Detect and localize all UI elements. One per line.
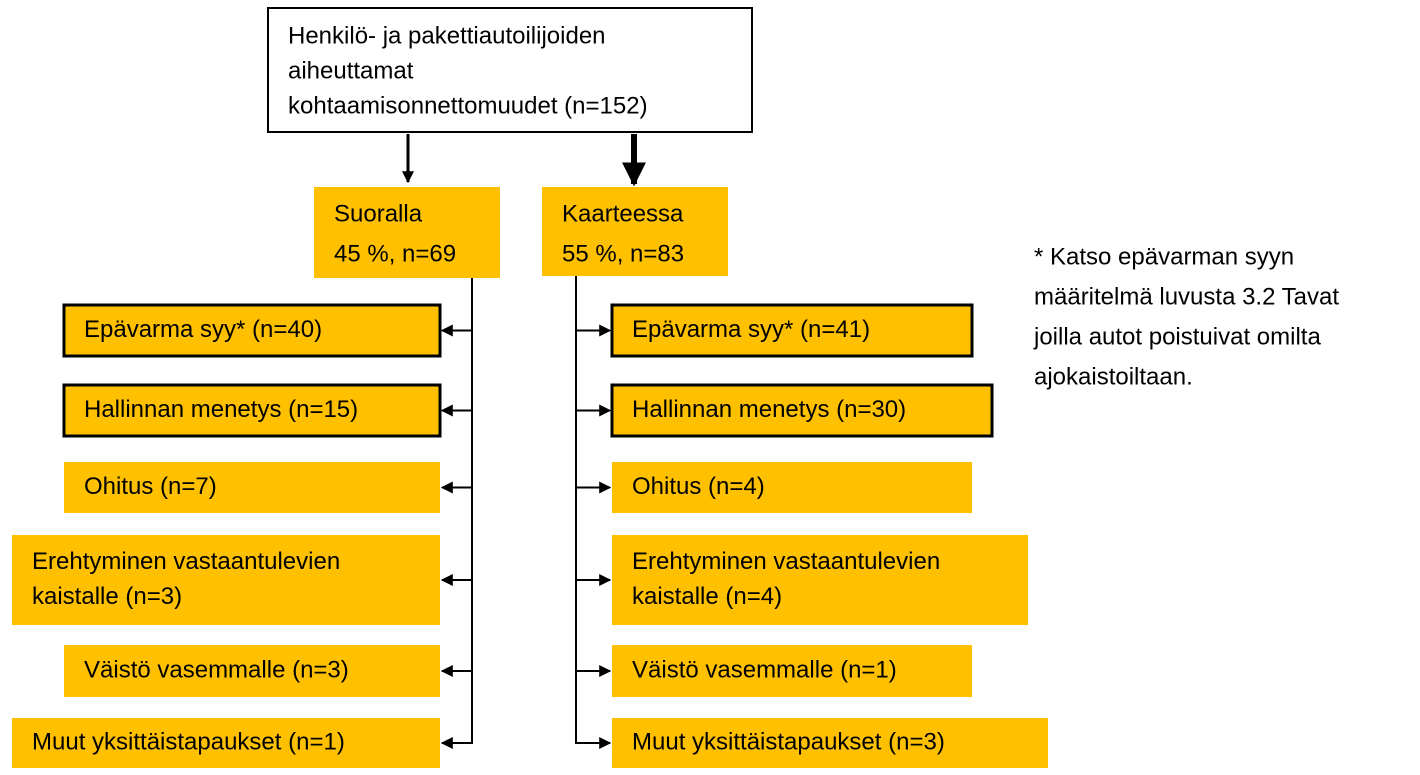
item-box xyxy=(12,535,440,625)
item-box xyxy=(612,645,972,697)
item-box xyxy=(64,645,440,697)
item-box xyxy=(610,383,994,438)
branch-box xyxy=(542,187,728,276)
item-box xyxy=(62,383,442,438)
note-text: joilla autot poistuivat omilta xyxy=(1033,323,1321,350)
item-text: Epävarma syy* (n=41) xyxy=(632,316,870,343)
item-text: kaistalle (n=3) xyxy=(32,583,182,610)
branch-box xyxy=(314,187,500,278)
item-box xyxy=(612,535,1028,625)
item-text: Erehtyminen vastaantulevien xyxy=(32,548,340,575)
branch-text: 55 %, n=83 xyxy=(562,240,684,267)
item-text: Epävarma syy* (n=40) xyxy=(84,316,322,343)
root-text: aiheuttamat xyxy=(288,57,414,84)
item-text: Ohitus (n=7) xyxy=(84,473,217,500)
item-text: Erehtyminen vastaantulevien xyxy=(632,548,940,575)
branch-text: Suoralla xyxy=(334,200,423,227)
branch-text: 45 %, n=69 xyxy=(334,240,456,267)
item-box xyxy=(12,718,440,768)
item-text: Hallinnan menetys (n=15) xyxy=(84,396,358,423)
item-box xyxy=(64,462,440,513)
item-text: Hallinnan menetys (n=30) xyxy=(632,396,906,423)
root-text: kohtaamisonnettomuudet (n=152) xyxy=(288,92,648,119)
root-box xyxy=(267,7,753,133)
item-box xyxy=(612,462,972,513)
branch-text: Kaarteessa xyxy=(562,200,684,227)
note-text: määritelmä luvusta 3.2 Tavat xyxy=(1034,283,1339,310)
item-box xyxy=(62,303,442,358)
root-text: Henkilö- ja pakettiautoilijoiden xyxy=(288,22,606,49)
item-text: Muut yksittäistapaukset (n=1) xyxy=(32,728,345,755)
item-box xyxy=(610,303,974,358)
item-box xyxy=(612,718,1048,768)
item-text: Väistö vasemmalle (n=1) xyxy=(632,656,897,683)
item-text: kaistalle (n=4) xyxy=(632,583,782,610)
note-text: ajokaistoiltaan. xyxy=(1034,363,1193,390)
item-text: Muut yksittäistapaukset (n=3) xyxy=(632,728,945,755)
note-text: * Katso epävarman syyn xyxy=(1034,243,1294,270)
item-text: Ohitus (n=4) xyxy=(632,473,765,500)
item-text: Väistö vasemmalle (n=3) xyxy=(84,656,349,683)
